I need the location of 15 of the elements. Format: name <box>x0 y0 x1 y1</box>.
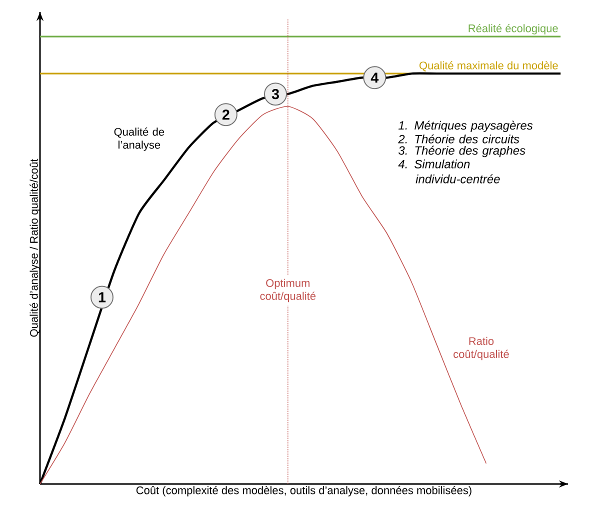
series-label: Ratio coût/qualité <box>454 336 509 360</box>
annotation: 4 <box>370 72 379 83</box>
series-label: Qualité de l’analyse <box>114 128 164 151</box>
ref-line-label: Qualité maximale du modèle <box>419 61 558 72</box>
annotation: 2. Théorie des circuits <box>398 134 520 144</box>
y-axis-title: Qualité d’analyse / Ratio qualité/coût <box>30 158 40 337</box>
annotation: 3. Théorie des graphes <box>398 146 526 158</box>
annotation: 1 <box>98 292 106 302</box>
annotation: 3 <box>272 88 279 100</box>
x-axis-title: Coût (complexité des modèles, outils d’analyse, données mobilisées) <box>136 486 472 496</box>
annotation: 4. Simulation individu-centrée <box>398 160 500 184</box>
annotation: Optimum coût/qualité <box>260 278 316 302</box>
annotation: 2 <box>222 110 230 120</box>
ref-line-label: Réalité écologique <box>468 24 558 34</box>
annotation: 1. Métriques paysagères <box>398 120 533 132</box>
